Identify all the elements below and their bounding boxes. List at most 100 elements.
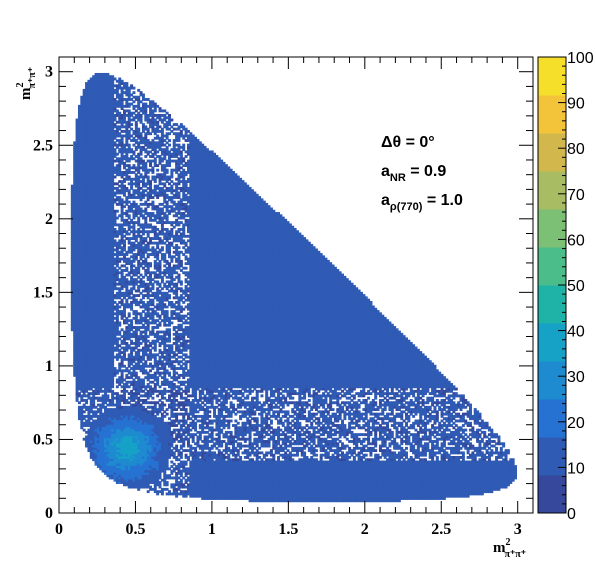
heatmap-bin [85,225,89,229]
heatmap-bin [94,212,98,215]
heatmap-bin [87,123,91,126]
heatmap-bin [104,212,107,215]
heatmap-bin [99,79,103,83]
heatmap-bin [101,383,105,386]
heatmap-bin [94,305,98,309]
heatmap-bin [104,410,107,414]
heatmap-bin [94,84,98,88]
heatmap-bin [101,367,105,370]
heatmap-bin [94,460,98,464]
heatmap-bin [80,193,84,197]
heatmap-bin [85,394,89,398]
heatmap-bin [101,111,105,115]
heatmap-bin [101,253,105,256]
heatmap-bin [75,360,79,364]
heatmap-bin [85,307,89,311]
heatmap-bin [99,218,103,222]
heatmap-bin [89,145,93,149]
heatmap-bin [92,369,96,373]
heatmap-bin [108,342,112,345]
heatmap-bin [104,387,107,391]
heatmap-bin [104,75,107,79]
heatmap-bin [96,373,100,377]
heatmap-bin [106,232,110,236]
heatmap-bin [108,285,112,288]
heatmap-bin [99,275,103,279]
heatmap-bin [94,109,98,113]
heatmap-bin [85,82,89,85]
heatmap-bin [106,298,110,302]
heatmap-bin [77,364,81,368]
heatmap-bin [104,316,107,320]
heatmap-bin [89,364,93,368]
heatmap-bin [87,326,91,329]
heatmap-bin [70,186,74,190]
heatmap-bin [87,337,91,341]
heatmap-bin [94,246,98,250]
heatmap-bin [99,255,103,259]
heatmap-bin [70,264,74,268]
heatmap-bin [77,367,81,370]
heatmap-bin [77,289,81,293]
heatmap-bin [70,230,74,234]
heatmap-bin [104,442,107,446]
heatmap-bin [104,291,107,295]
heatmap-bin [85,93,89,97]
heatmap-bin [101,269,105,272]
heatmap-bin [77,337,81,341]
heatmap-bin [82,123,86,126]
heatmap-bin [82,230,86,234]
heatmap-bin [87,444,91,448]
heatmap-bin [89,440,93,443]
heatmap-bin [96,357,100,361]
heatmap-bin [106,161,110,165]
heatmap-bin [70,221,74,225]
heatmap-bin [82,196,86,199]
heatmap-bin [94,82,98,85]
heatmap-bin [70,259,74,263]
heatmap-bin [94,180,98,183]
heatmap-bin [92,456,96,459]
heatmap-bin [77,125,81,129]
heatmap-bin [92,373,96,377]
heatmap-bin [89,191,93,195]
heatmap-bin [85,166,89,170]
heatmap-bin [82,410,86,414]
heatmap-bin [80,239,84,243]
heatmap-bin [101,237,105,240]
heatmap-bin [101,209,105,213]
heatmap-bin [85,107,89,111]
heatmap-bin [106,107,110,111]
heatmap-bin [99,175,103,179]
heatmap-bin [92,278,96,282]
heatmap-bin [82,134,86,138]
heatmap-bin [82,100,86,104]
heatmap-bin [73,216,77,220]
heatmap-bin [104,180,107,183]
heatmap-bin [104,234,107,238]
heatmap-bin [82,171,86,174]
heatmap-bin [99,337,103,341]
heatmap-bin [75,357,79,361]
heatmap-bin [80,323,84,327]
heatmap-bin [108,264,112,268]
heatmap-bin [75,369,79,373]
heatmap-bin [77,123,81,126]
heatmap-bin [94,335,98,339]
heatmap-bin [85,205,89,209]
heatmap-bin [99,435,103,439]
heatmap-bin [96,310,100,313]
heatmap-bin [89,387,93,391]
heatmap-bin [87,177,91,181]
heatmap-bin [99,202,103,206]
heatmap-bin [99,408,103,411]
heatmap-bin [75,223,79,227]
heatmap-bin [99,180,103,183]
heatmap-bin [94,344,98,348]
heatmap-bin [75,239,79,243]
heatmap-bin [96,410,100,414]
heatmap-bin [80,168,84,172]
heatmap-bin [75,307,79,311]
heatmap-bin [99,86,103,90]
heatmap-bin [82,107,86,111]
